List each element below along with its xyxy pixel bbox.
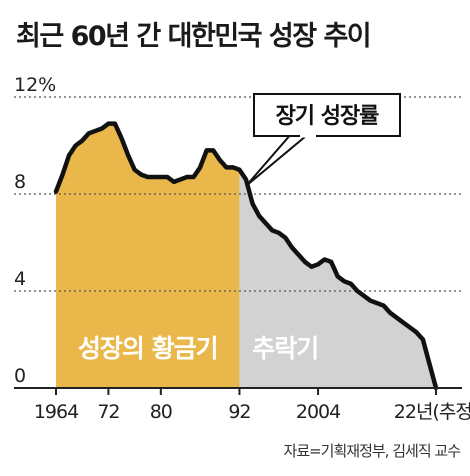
y-tick-label: 8 (14, 171, 26, 193)
source-note: 자료=기획재정부, 김세직 교수 (283, 442, 461, 460)
series-line (53, 121, 439, 391)
x-tick-label: 92 (228, 401, 250, 423)
x-tick-label: 72 (97, 401, 119, 423)
x-tick-label: 2004 (296, 401, 341, 423)
x-tick-label: 80 (150, 401, 172, 423)
y-tick-label: 12% (14, 74, 56, 96)
region-label: 성장의 황금기 (78, 334, 218, 363)
y-tick-label: 4 (14, 268, 26, 290)
chart-title: 최근 60년 간 대한민국 성장 추이 (16, 21, 372, 52)
y-tick-label: 0 (14, 365, 26, 387)
region-label: 추락기 (252, 334, 318, 363)
annotation-label: 장기 성장률 (276, 104, 380, 129)
region-fill-0 (56, 123, 240, 389)
x-tick-label: 1964 (34, 401, 79, 423)
annotation-box (253, 93, 401, 137)
x-tick-label: 22년(추정) (394, 401, 470, 423)
